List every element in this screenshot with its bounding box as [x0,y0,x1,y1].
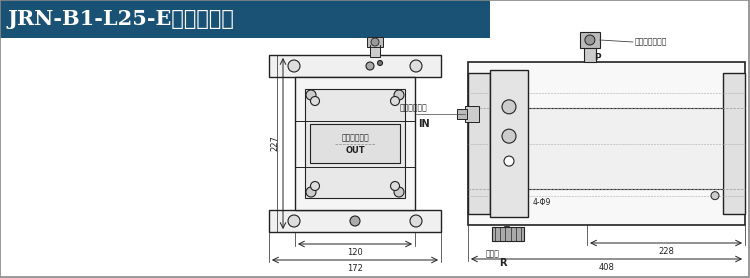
Circle shape [585,35,595,45]
Text: 消声器: 消声器 [486,249,500,258]
Bar [465,106,479,122]
Circle shape [391,96,400,105]
Text: 需增压进气口: 需增压进气口 [400,103,427,112]
Text: OUT: OUT [345,146,364,155]
Bar [0,0,490,38]
Bar [269,55,441,77]
Bar [269,210,441,232]
Bar [468,73,490,214]
Text: 172: 172 [347,264,363,273]
Circle shape [502,129,516,143]
Circle shape [350,216,360,226]
Bar [310,123,400,163]
Circle shape [410,215,422,227]
Text: 228: 228 [658,247,674,256]
Bar [370,45,380,57]
Text: R: R [500,258,507,268]
Text: 408: 408 [598,263,614,272]
Bar [490,70,528,217]
Bar [367,37,383,47]
Circle shape [306,187,316,197]
Text: 驱动气压输入口: 驱动气压输入口 [635,38,668,46]
Bar [295,77,415,210]
Bar [468,62,745,225]
Bar [492,227,524,241]
Text: P: P [595,53,602,61]
Bar [305,89,405,198]
Circle shape [310,182,320,190]
Text: JRN-B1-L25-E单头增压泵: JRN-B1-L25-E单头增压泵 [8,9,235,29]
Bar [723,73,745,214]
Circle shape [366,62,374,70]
Circle shape [504,156,514,166]
Text: 4-Φ9: 4-Φ9 [533,198,551,207]
Text: 120: 120 [347,248,363,257]
Text: 高压输出气口: 高压输出气口 [341,133,369,142]
Circle shape [377,61,382,66]
Circle shape [306,90,316,100]
Bar [584,46,596,62]
Bar [490,108,723,189]
Circle shape [502,100,516,114]
Text: IN: IN [418,119,430,129]
Circle shape [310,96,320,105]
Circle shape [288,60,300,72]
Circle shape [371,38,379,46]
Circle shape [711,192,719,200]
Circle shape [394,187,404,197]
Circle shape [391,182,400,190]
Bar [580,32,600,48]
Circle shape [288,215,300,227]
Circle shape [410,60,422,72]
Circle shape [394,90,404,100]
Bar [457,109,467,119]
Text: 227: 227 [270,136,279,152]
